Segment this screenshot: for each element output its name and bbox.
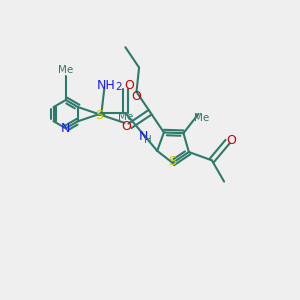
Text: S: S bbox=[95, 109, 103, 122]
Text: O: O bbox=[124, 80, 134, 92]
Text: O: O bbox=[121, 120, 131, 133]
Text: S: S bbox=[169, 155, 177, 168]
Text: H: H bbox=[144, 135, 152, 145]
Text: NH: NH bbox=[96, 79, 115, 92]
Text: N: N bbox=[61, 122, 70, 135]
Text: Me: Me bbox=[194, 113, 209, 123]
Text: O: O bbox=[226, 134, 236, 147]
Text: 2: 2 bbox=[115, 82, 122, 92]
Text: O: O bbox=[131, 90, 141, 103]
Text: Me: Me bbox=[58, 65, 74, 75]
Text: N: N bbox=[138, 130, 148, 142]
Text: Me: Me bbox=[118, 112, 134, 122]
